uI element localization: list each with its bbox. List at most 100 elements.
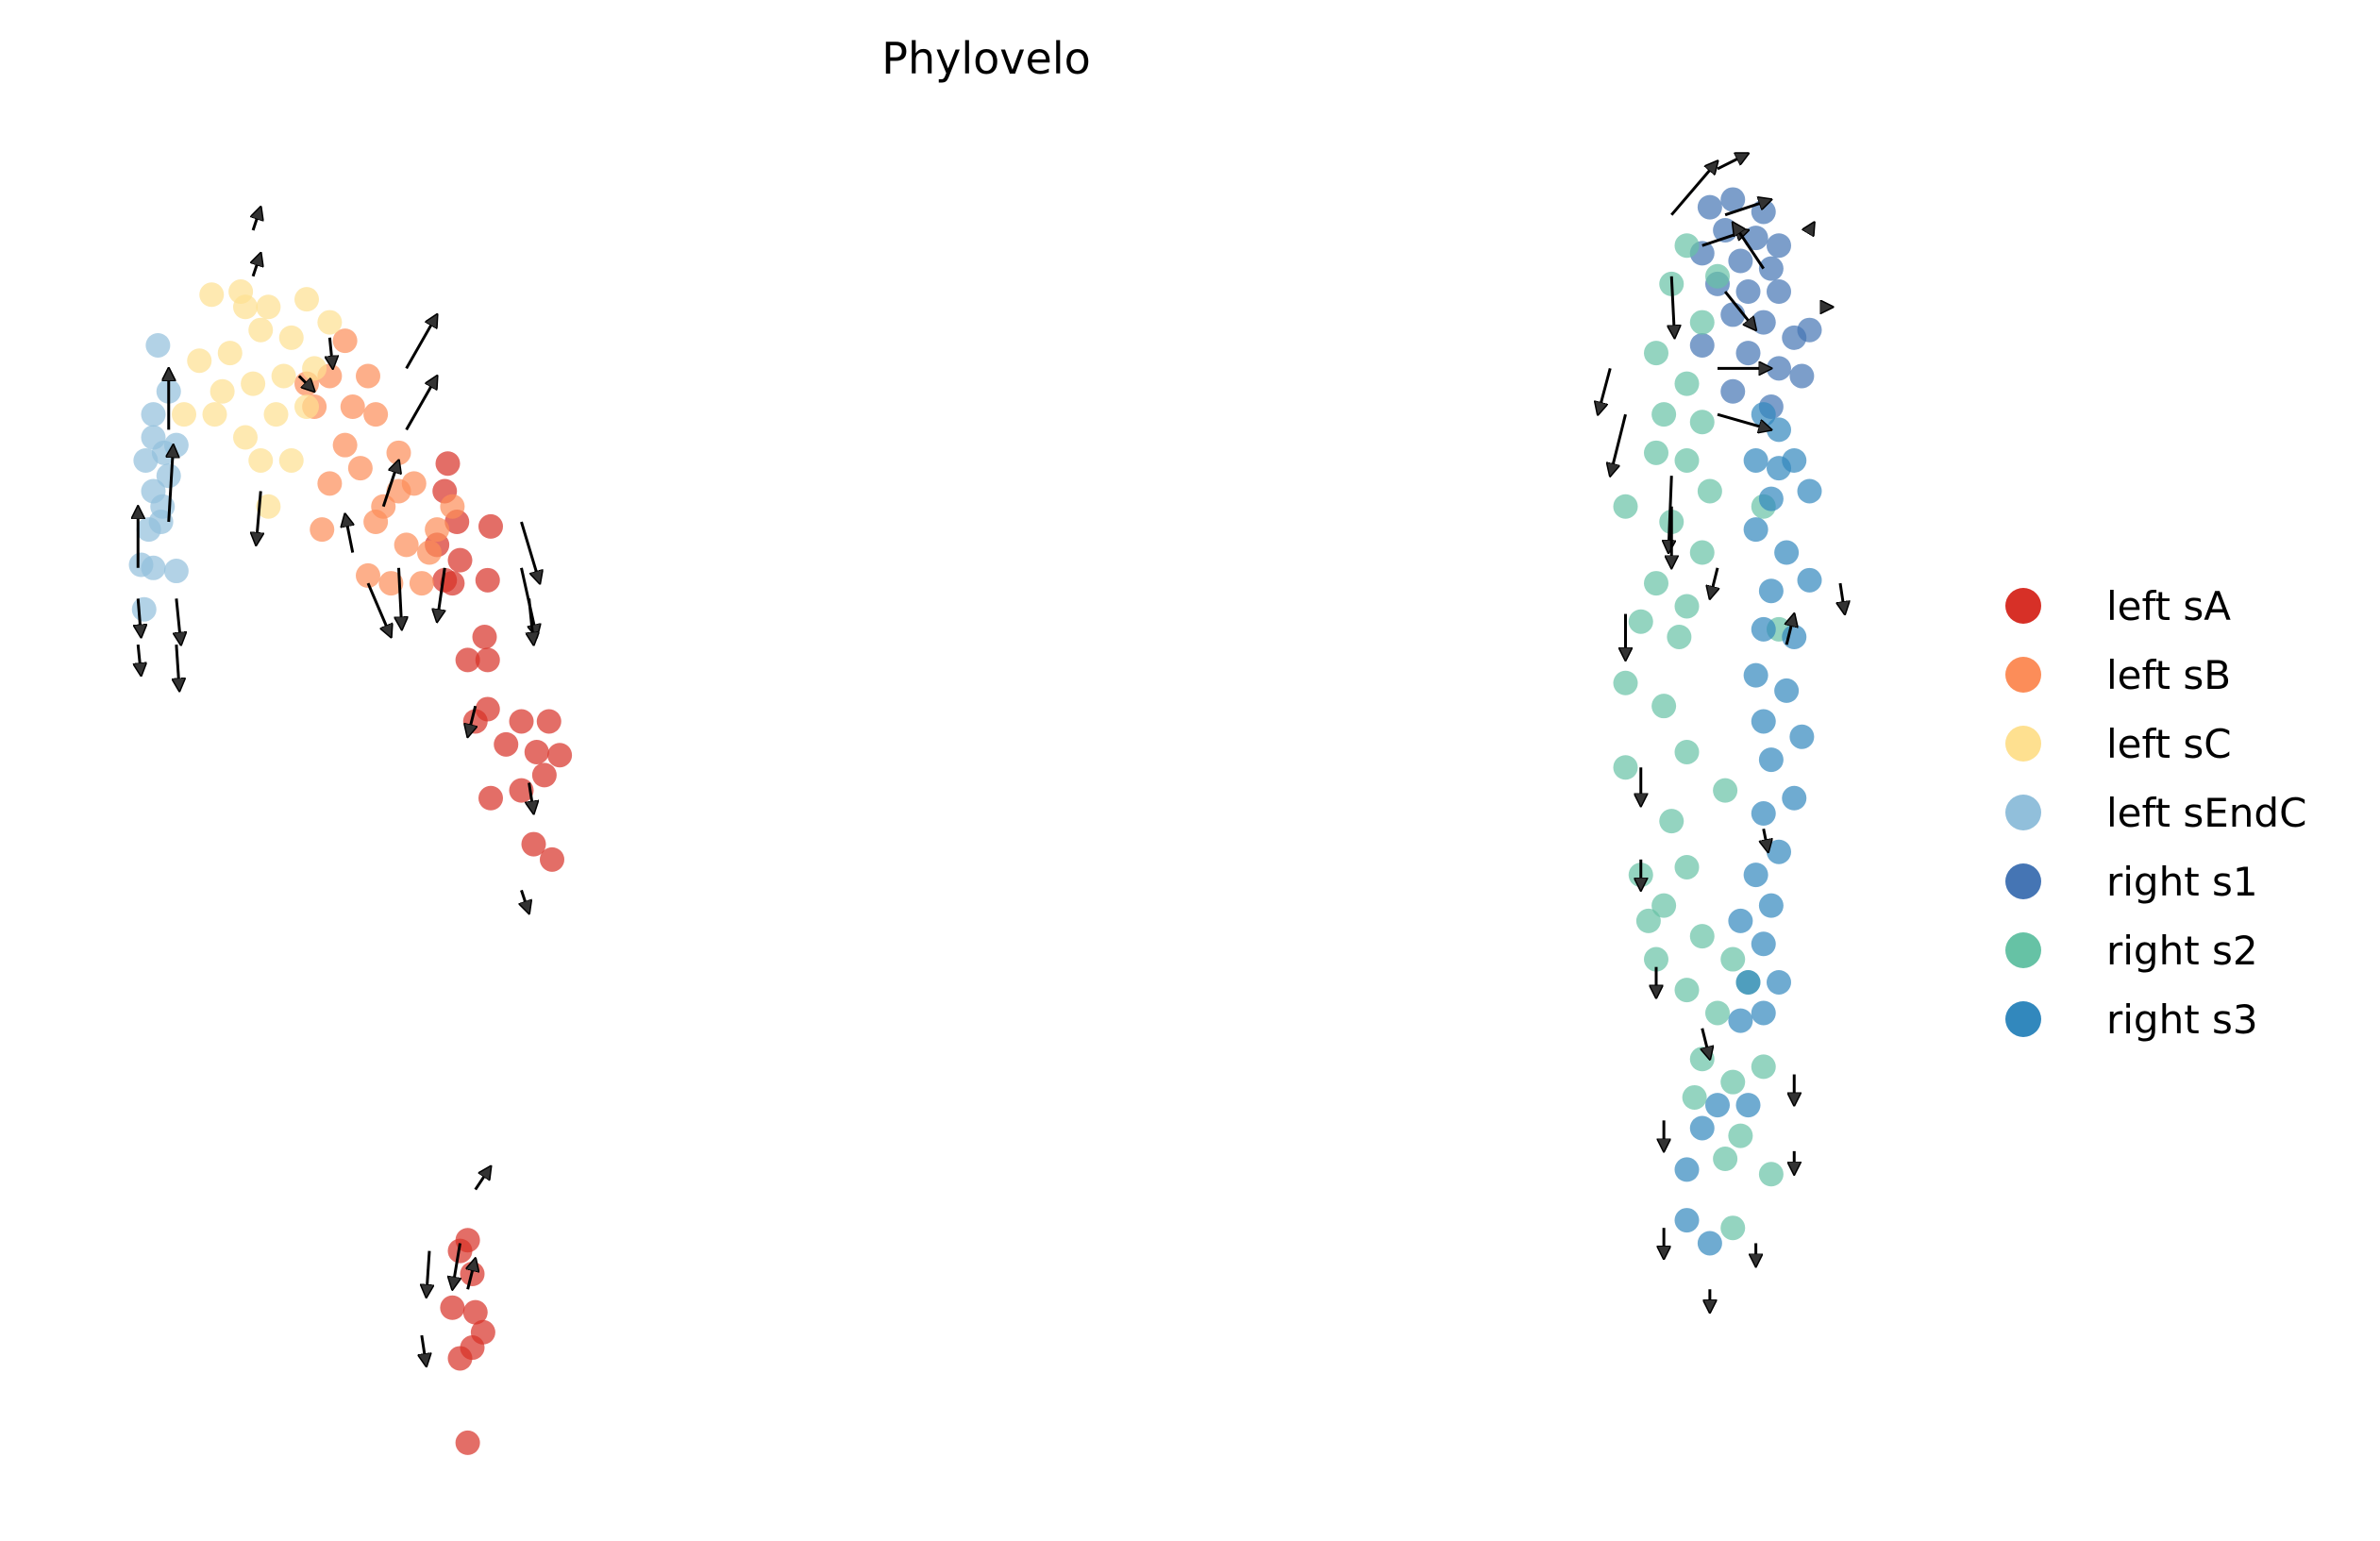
velocity-arrow xyxy=(176,598,181,645)
velocity-arrow xyxy=(1610,413,1627,476)
point-right-s3 xyxy=(1743,863,1768,888)
point-left-sa xyxy=(462,1299,488,1325)
velocity-arrow xyxy=(399,567,402,629)
velocity-arrow xyxy=(1733,223,1765,270)
point-right-s2 xyxy=(1667,624,1692,649)
point-right-s2 xyxy=(1644,440,1668,465)
velocity-arrow xyxy=(176,645,179,691)
point-right-s3 xyxy=(1767,969,1791,995)
legend-marker xyxy=(2005,932,2041,968)
point-left-sb xyxy=(425,517,450,543)
point-left-sc xyxy=(256,294,281,320)
point-left-sa xyxy=(547,743,573,768)
velocity-arrow xyxy=(468,1259,476,1290)
velocity-arrow xyxy=(1786,614,1794,645)
scatter-points xyxy=(128,187,1822,1455)
point-left-sa xyxy=(540,846,564,872)
point-right-s1 xyxy=(1697,194,1722,220)
point-right-s2 xyxy=(1651,893,1677,918)
point-left-sb xyxy=(378,571,404,596)
point-right-s2 xyxy=(1674,233,1700,259)
point-right-s2 xyxy=(1728,1123,1753,1148)
point-right-s2 xyxy=(1705,263,1730,289)
point-left-sa xyxy=(509,778,534,803)
point-left-sb xyxy=(347,456,373,481)
velocity-arrow xyxy=(253,208,260,231)
velocity-arrow xyxy=(1702,1028,1710,1060)
point-left-sc xyxy=(294,287,319,312)
point-left-sb xyxy=(340,394,365,420)
velocity-arrow xyxy=(452,1243,460,1289)
point-right-s1 xyxy=(1767,233,1791,259)
point-right-s3 xyxy=(1767,839,1791,864)
point-right-s2 xyxy=(1713,1147,1738,1172)
point-left-sb xyxy=(356,562,380,588)
point-left-sendc xyxy=(163,432,189,458)
point-left-sa xyxy=(460,1335,485,1361)
point-right-s1 xyxy=(1689,332,1715,358)
velocity-arrow xyxy=(1671,276,1674,338)
point-left-sc xyxy=(256,494,281,519)
point-left-sa xyxy=(478,513,503,539)
chart-title: Phylovelo xyxy=(881,33,1091,84)
point-right-s2 xyxy=(1613,755,1638,780)
velocity-arrow xyxy=(329,337,332,369)
point-right-s3 xyxy=(1751,931,1776,957)
point-left-sa xyxy=(536,709,561,734)
point-left-sc xyxy=(294,394,319,420)
point-left-sa xyxy=(531,762,557,788)
velocity-arrow xyxy=(437,567,446,622)
point-right-s2 xyxy=(1651,402,1677,427)
point-left-sb xyxy=(440,494,465,519)
point-right-s2 xyxy=(1682,1084,1707,1110)
point-left-sc xyxy=(278,325,304,350)
point-right-s2 xyxy=(1689,540,1715,565)
point-right-s1 xyxy=(1767,356,1791,381)
point-right-s2 xyxy=(1697,478,1722,504)
velocity-arrow xyxy=(1668,476,1671,552)
point-left-sc xyxy=(317,310,343,335)
point-right-s2 xyxy=(1674,978,1700,1003)
legend-label: left sEndC xyxy=(2106,790,2306,836)
point-left-sendc xyxy=(145,332,171,358)
point-right-s2 xyxy=(1651,694,1677,719)
point-right-s3 xyxy=(1751,709,1776,734)
legend-marker xyxy=(2005,1001,2041,1037)
velocity-arrow xyxy=(1723,291,1756,330)
point-right-s2 xyxy=(1644,571,1668,596)
point-right-s2 xyxy=(1713,778,1738,803)
point-left-sc xyxy=(302,356,327,381)
point-left-sa xyxy=(447,547,473,573)
point-left-sc xyxy=(241,371,266,396)
velocity-arrow xyxy=(1717,412,1771,429)
point-right-s2 xyxy=(1689,410,1715,435)
point-right-s3 xyxy=(1728,1008,1753,1033)
velocity-arrow xyxy=(253,253,260,277)
point-left-sc xyxy=(271,363,296,389)
velocity-arrow xyxy=(405,314,438,370)
point-left-sb xyxy=(363,402,389,427)
velocity-arrow xyxy=(1670,161,1718,216)
point-left-sb xyxy=(363,510,389,535)
legend-marker xyxy=(2005,657,2041,693)
point-left-sa xyxy=(455,647,480,673)
point-right-s2 xyxy=(1689,924,1715,949)
point-left-sc xyxy=(217,341,243,366)
velocity-arrow xyxy=(138,598,141,637)
point-right-s3 xyxy=(1758,578,1784,604)
point-left-sa xyxy=(440,1295,465,1320)
velocity-arrows xyxy=(138,154,1845,1366)
point-left-sc xyxy=(233,425,258,450)
point-left-sa xyxy=(455,1430,480,1455)
velocity-arrow xyxy=(256,491,260,544)
point-right-s2 xyxy=(1720,1069,1746,1095)
velocity-arrow xyxy=(169,445,174,523)
point-right-s3 xyxy=(1797,478,1822,504)
point-left-sa xyxy=(462,709,488,734)
point-right-s1 xyxy=(1767,279,1791,305)
velocity-arrow xyxy=(366,582,391,637)
point-left-sa xyxy=(435,451,461,477)
point-right-s3 xyxy=(1674,1208,1700,1233)
point-left-sc xyxy=(263,402,289,427)
point-right-s3 xyxy=(1782,785,1807,811)
